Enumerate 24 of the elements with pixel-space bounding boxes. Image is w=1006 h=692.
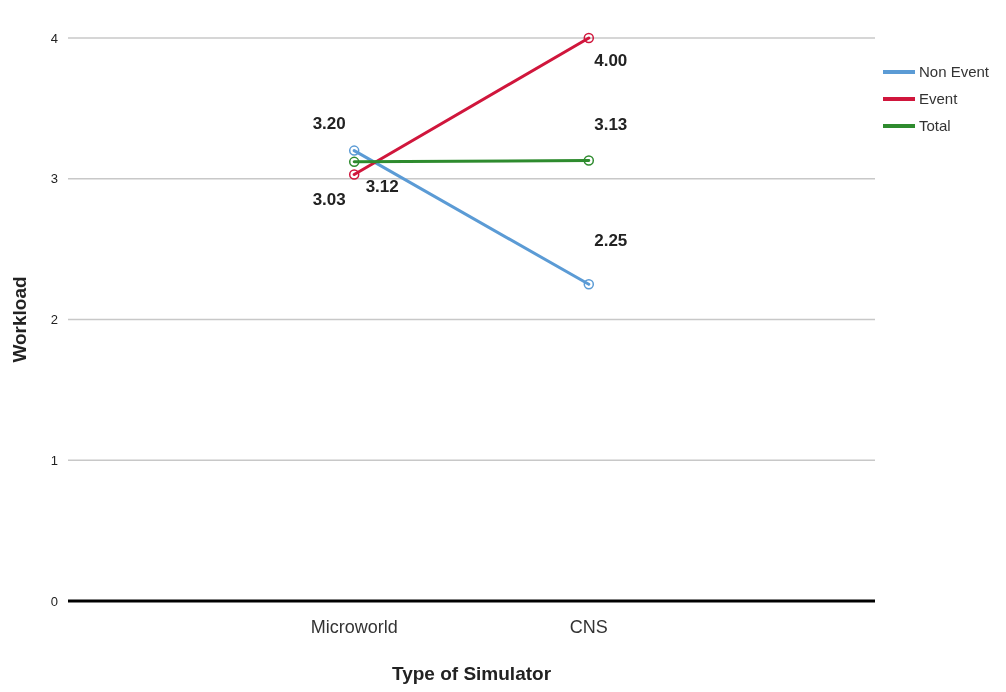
point <box>583 155 595 166</box>
y-tick-label: 4 <box>50 30 58 46</box>
legend-label: Total <box>919 117 951 135</box>
data-label: 4.00 <box>594 51 628 70</box>
point <box>583 279 595 290</box>
data-label: 2.25 <box>594 231 628 251</box>
x-tick-label: CNS <box>569 617 608 637</box>
point <box>583 32 595 44</box>
y-tick-label: 1 <box>50 452 58 468</box>
x-tick-label: Microworld <box>310 617 398 637</box>
legend-label: Non Event <box>919 63 990 81</box>
point <box>348 156 360 168</box>
y-tick-label: 2 <box>50 312 58 328</box>
y-axis-title: Workload <box>9 276 30 363</box>
y-tick-label: 0 <box>50 593 58 609</box>
data-label: 3.13 <box>594 115 628 135</box>
point <box>348 169 360 180</box>
x-axis-title: Type of Simulator <box>391 663 552 684</box>
point <box>348 145 360 156</box>
y-tick-label: 3 <box>50 171 58 187</box>
data-label: 3.03 <box>312 189 346 209</box>
data-label: 3.20 <box>312 113 346 133</box>
data-label: 3.12 <box>365 176 399 196</box>
legend-label: Event <box>919 90 959 108</box>
